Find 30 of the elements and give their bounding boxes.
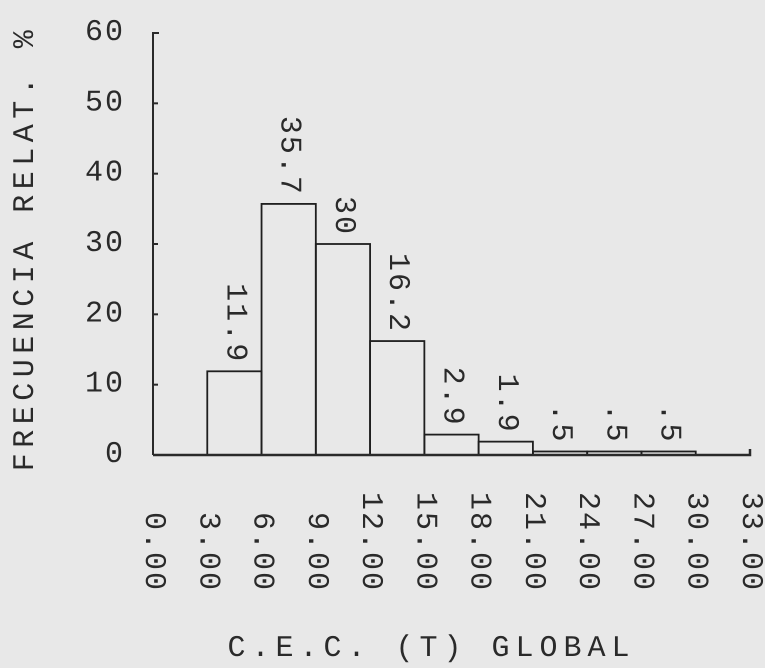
y-tick-label: 30 bbox=[84, 227, 125, 261]
x-tick-label: 18.00 bbox=[462, 492, 496, 592]
x-tick-label: 12.00 bbox=[353, 492, 388, 592]
data-label: 35.7 bbox=[272, 116, 306, 196]
data-label: 1.9 bbox=[488, 374, 523, 434]
x-tick-label: 9.00 bbox=[298, 512, 333, 592]
data-label: 16.2 bbox=[380, 253, 414, 334]
data-label: .5 bbox=[597, 403, 632, 444]
data-label: 30 bbox=[326, 196, 360, 236]
y-axis-title: FRECUENCIA RELAT. % bbox=[9, 24, 43, 472]
x-tick-label: 21.00 bbox=[516, 492, 550, 592]
data-label: .5 bbox=[543, 403, 578, 444]
x-tick-label: 0.00 bbox=[136, 512, 170, 592]
y-tick-label: 50 bbox=[84, 86, 125, 120]
x-tick-label: 33.00 bbox=[733, 492, 765, 592]
x-axis-title: C.E.C. (T) GLOBAL bbox=[227, 632, 636, 666]
x-tick-label: 24.00 bbox=[570, 492, 604, 592]
x-tick-label: 15.00 bbox=[407, 492, 442, 592]
y-tick-label: 40 bbox=[84, 156, 125, 191]
y-tick-label: 10 bbox=[84, 368, 125, 402]
x-tick-label: 6.00 bbox=[244, 512, 279, 592]
data-label: 11.9 bbox=[217, 283, 252, 364]
y-tick-label: 0 bbox=[104, 438, 125, 472]
x-tick-label: 3.00 bbox=[190, 512, 224, 592]
data-label: .5 bbox=[652, 403, 686, 444]
y-tick-label: 60 bbox=[84, 16, 125, 50]
y-tick-label: 20 bbox=[84, 297, 125, 332]
x-tick-label: 30.00 bbox=[678, 492, 713, 592]
data-label: 2.9 bbox=[434, 366, 468, 427]
x-tick-label: 27.00 bbox=[624, 492, 658, 592]
